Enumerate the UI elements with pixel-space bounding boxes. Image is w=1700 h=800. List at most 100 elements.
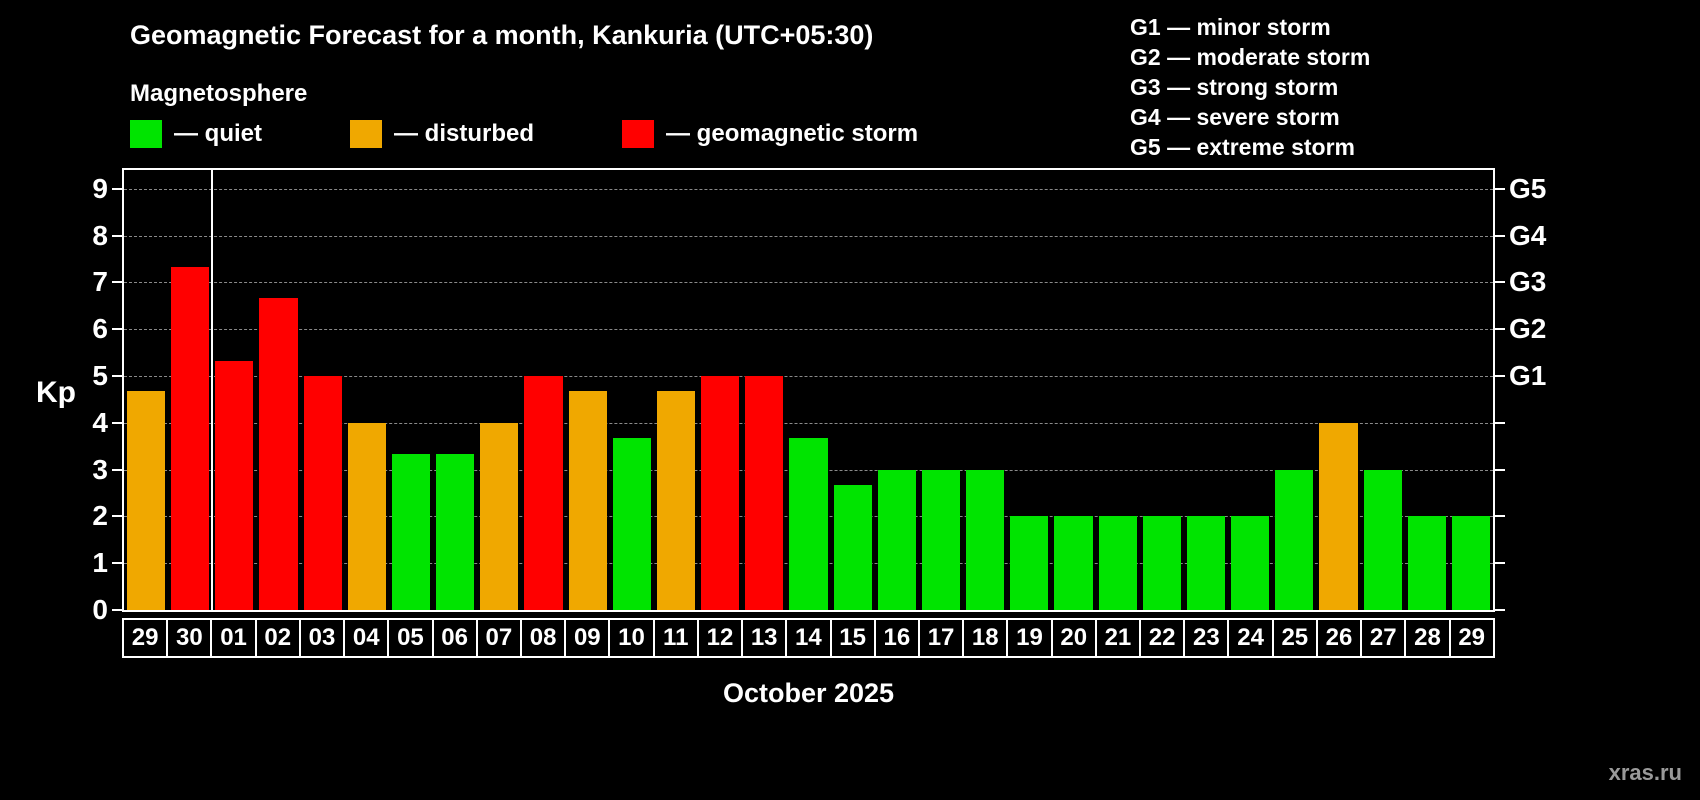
kp-bar-day-17 <box>921 469 961 610</box>
day-label-19: 19 <box>1006 620 1050 656</box>
day-label-01: 01 <box>210 620 254 656</box>
day-label-16: 16 <box>873 620 918 656</box>
legend-label-storm: — geomagnetic storm <box>666 120 919 147</box>
left-tick-6 <box>112 328 122 331</box>
right-tick-5 <box>1495 374 1505 377</box>
day-label-30: 30 <box>166 620 210 656</box>
storm-scale-g5: G5 — extreme storm <box>1130 134 1355 160</box>
y-axis-label-4: 4 <box>92 406 108 438</box>
g-scale-label-g3: G3 <box>1509 266 1547 298</box>
gridline-kp-4 <box>124 422 1493 424</box>
kp-bar-day-01 <box>215 360 254 610</box>
kp-bar-day-15 <box>833 485 872 610</box>
kp-bar-day-07 <box>480 422 519 610</box>
right-tick-7 <box>1495 281 1505 284</box>
kp-bar-day-03 <box>303 375 342 610</box>
legend-item-storm: — geomagnetic storm <box>622 120 918 148</box>
day-label-23: 23 <box>1183 620 1227 656</box>
left-tick-2 <box>112 515 122 518</box>
day-label-29: 29 <box>1448 620 1493 656</box>
day-label-28: 28 <box>1404 620 1448 656</box>
kp-bar-day-21 <box>1098 516 1137 610</box>
right-tick-1 <box>1495 562 1505 565</box>
day-label-25: 25 <box>1271 620 1316 656</box>
g-scale-label-g2: G2 <box>1509 313 1547 345</box>
kp-bar-day-22 <box>1142 516 1181 610</box>
kp-bar-day-13 <box>745 375 784 610</box>
day-label-06: 06 <box>431 620 476 656</box>
day-label-11: 11 <box>652 620 697 656</box>
y-axis-label-9: 9 <box>92 172 108 204</box>
y-axis-label-1: 1 <box>92 547 108 579</box>
day-label-27: 27 <box>1360 620 1404 656</box>
kp-bar-day-20 <box>1054 516 1093 610</box>
kp-bar-day-10 <box>612 438 651 610</box>
kp-bar-day-19 <box>1010 516 1049 610</box>
kp-bar-day-08 <box>524 375 563 610</box>
kp-bar-day-16 <box>877 469 916 610</box>
watermark: xras.ru <box>1608 760 1682 785</box>
storm-scale-g2: G2 — moderate storm <box>1130 44 1371 70</box>
kp-bar-day-25 <box>1275 469 1314 610</box>
y-axis-title: Kp <box>36 376 76 409</box>
day-label-14: 14 <box>785 620 829 656</box>
left-tick-5 <box>112 374 122 377</box>
gridline-kp-9 <box>124 188 1493 190</box>
plot-area <box>122 168 1495 612</box>
x-axis-title: October 2025 <box>722 678 895 708</box>
kp-bar-day-06 <box>436 454 475 610</box>
day-label-12: 12 <box>696 620 741 656</box>
g-scale-label-g4: G4 <box>1509 219 1547 251</box>
gridline-kp-5 <box>124 375 1493 377</box>
storm-swatch-icon <box>622 120 655 148</box>
left-tick-4 <box>112 421 122 424</box>
kp-bar-day-12 <box>701 375 740 610</box>
right-tick-8 <box>1495 234 1505 237</box>
quiet-swatch-icon <box>130 120 162 148</box>
day-label-02: 02 <box>254 620 299 656</box>
day-label-03: 03 <box>298 620 343 656</box>
right-tick-2 <box>1495 515 1505 518</box>
kp-bar-day-02 <box>259 297 298 610</box>
disturbed-swatch-icon <box>350 120 382 148</box>
day-label-17: 17 <box>917 620 962 656</box>
kp-bar-day-30 <box>171 266 210 610</box>
right-tick-3 <box>1495 468 1505 471</box>
month-separator-line <box>211 170 214 610</box>
kp-bar-day-29 <box>127 391 166 610</box>
day-label-15: 15 <box>829 620 874 656</box>
gridline-kp-6 <box>124 329 1493 331</box>
y-axis-label-8: 8 <box>92 219 108 251</box>
day-label-20: 20 <box>1050 620 1095 656</box>
kp-bar-day-26 <box>1319 422 1358 610</box>
kp-bar-day-14 <box>789 438 828 610</box>
g-scale-label-g5: G5 <box>1509 172 1547 204</box>
y-axis-label-3: 3 <box>92 453 108 485</box>
kp-bar-day-27 <box>1363 469 1402 610</box>
right-tick-4 <box>1495 421 1505 424</box>
day-label-18: 18 <box>962 620 1006 656</box>
kp-bar-day-05 <box>391 454 431 610</box>
day-label-21: 21 <box>1094 620 1139 656</box>
y-axis-label-6: 6 <box>92 313 108 345</box>
legend-item-quiet: — quiet <box>130 120 262 148</box>
storm-scale-g4: G4 — severe storm <box>1130 104 1340 130</box>
storm-scale-legend: G1 — minor storm G2 — moderate storm G3 … <box>1130 12 1370 162</box>
kp-bar-day-29 <box>1451 516 1490 610</box>
y-axis-label-0: 0 <box>92 594 108 625</box>
status-legend: — quiet — disturbed — geomagnetic storm <box>130 120 918 148</box>
day-label-04: 04 <box>343 620 387 656</box>
left-tick-9 <box>112 187 122 190</box>
left-tick-3 <box>112 468 122 471</box>
kp-bar-day-09 <box>568 391 607 610</box>
kp-bar-day-04 <box>347 422 386 610</box>
x-axis-day-labels: 29 30 01 02 03 04 05 06 07 08 09 10 11 12 13 14 15 16 17 18… <box>122 618 1495 658</box>
day-label-26: 26 <box>1315 620 1360 656</box>
kp-bar-day-24 <box>1231 516 1270 610</box>
right-tick-6 <box>1495 328 1505 331</box>
day-label-24: 24 <box>1227 620 1271 656</box>
right-tick-9 <box>1495 187 1505 190</box>
day-label-07: 07 <box>475 620 520 656</box>
gridline-kp-7 <box>124 282 1493 284</box>
